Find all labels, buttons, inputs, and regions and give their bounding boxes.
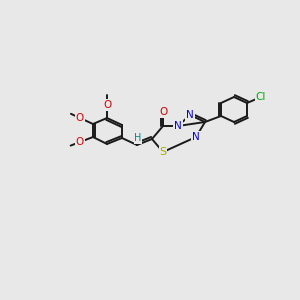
Text: O: O	[103, 100, 111, 110]
Text: S: S	[159, 147, 167, 157]
Text: Cl: Cl	[256, 92, 266, 102]
Text: N: N	[174, 121, 182, 131]
Text: O: O	[159, 107, 167, 117]
Text: N: N	[192, 132, 200, 142]
Text: O: O	[76, 113, 84, 123]
Text: O: O	[76, 137, 84, 147]
Text: H: H	[134, 133, 142, 143]
Text: N: N	[186, 110, 194, 120]
